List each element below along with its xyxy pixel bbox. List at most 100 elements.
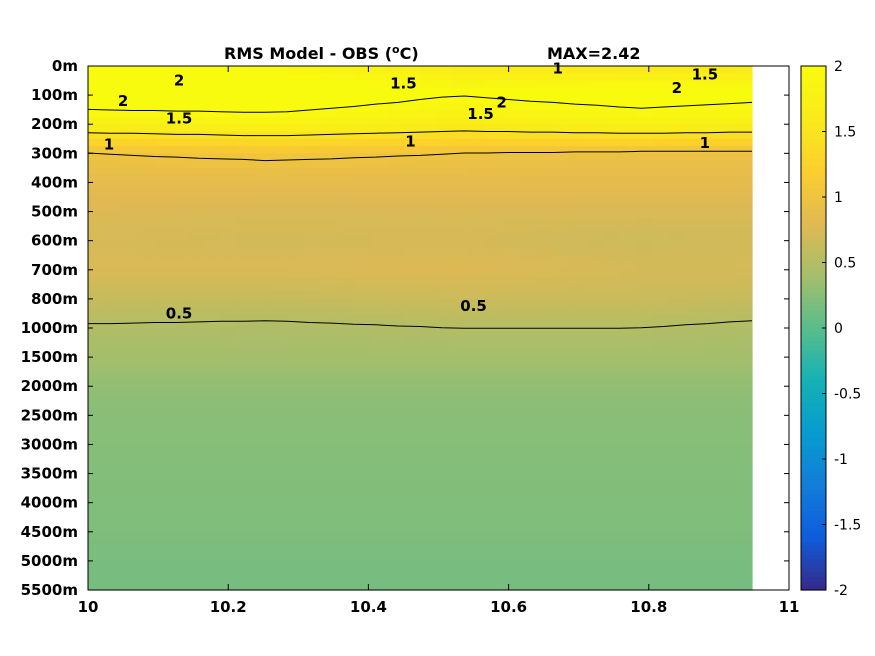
heatmap-cell (436, 575, 454, 584)
heatmap-cell (503, 218, 521, 227)
heatmap-cell (320, 73, 338, 82)
heatmap-cell (586, 509, 604, 518)
colorbar-segment (801, 127, 826, 133)
heatmap-cell (237, 138, 255, 147)
heatmap-cell (669, 378, 687, 387)
heatmap-cell (420, 277, 438, 285)
heatmap-cell (702, 429, 720, 438)
heatmap-cell (303, 524, 321, 533)
heatmap-cell (187, 459, 205, 467)
heatmap-cell (552, 233, 570, 242)
heatmap-cell (619, 87, 637, 96)
heatmap-cell (121, 408, 139, 416)
heatmap-cell (270, 80, 288, 89)
heatmap-cell (337, 328, 355, 336)
heatmap-cell (702, 349, 720, 358)
heatmap-cell (370, 277, 388, 285)
heatmap-cell (370, 291, 388, 300)
heatmap-cell (220, 473, 238, 482)
heatmap-cell (154, 131, 172, 140)
y-tick-label: 600m (31, 232, 78, 250)
heatmap-cell (453, 153, 471, 162)
heatmap-cell (586, 87, 604, 96)
heatmap-cell (137, 313, 155, 322)
heatmap-cell (685, 415, 703, 424)
colorbar-tick-label: -1.5 (834, 518, 861, 534)
heatmap-cell (503, 328, 521, 336)
heatmap-cell (303, 568, 321, 577)
heatmap-cell (536, 182, 554, 191)
colorbar-segment (801, 210, 826, 216)
heatmap-cell (436, 255, 454, 264)
heatmap-cell (652, 233, 670, 242)
heatmap-cell (718, 109, 736, 118)
heatmap-cell (337, 66, 355, 74)
heatmap-cell (220, 102, 238, 111)
heatmap-cell (386, 313, 404, 322)
heatmap-cell (635, 131, 653, 140)
heatmap-cell (370, 393, 388, 402)
heatmap-cell (287, 226, 305, 234)
heatmap-cell (569, 582, 587, 591)
heatmap-cell (503, 284, 521, 293)
heatmap-cell (187, 320, 205, 329)
heatmap-cell (536, 393, 554, 402)
heatmap-cell (287, 306, 305, 315)
y-tick-label: 400m (31, 173, 78, 191)
heatmap-cell (735, 102, 753, 111)
heatmap-cell (420, 284, 438, 293)
heatmap-cell (370, 298, 388, 307)
heatmap-cell (420, 560, 438, 569)
heatmap-cell (353, 393, 371, 402)
heatmap-cell (403, 211, 421, 220)
heatmap-cell (486, 364, 504, 373)
heatmap-cell (88, 408, 106, 416)
heatmap-cell (569, 175, 587, 184)
heatmap-cell (552, 211, 570, 220)
heatmap-cell (669, 459, 687, 467)
heatmap-cell (420, 400, 438, 409)
heatmap-cell (254, 531, 272, 540)
heatmap-cell (552, 116, 570, 125)
heatmap-cell (702, 480, 720, 489)
heatmap-cell (669, 197, 687, 205)
heatmap-cell (104, 502, 122, 511)
heatmap-cell (154, 160, 172, 169)
heatmap-cell (303, 175, 321, 184)
heatmap-cell (303, 189, 321, 198)
heatmap-cell (254, 524, 272, 533)
colorbar-segment (801, 197, 826, 202)
heatmap-cell (237, 291, 255, 300)
heatmap-cell (453, 247, 471, 256)
heatmap-cell (486, 422, 504, 431)
heatmap-cell (652, 73, 670, 82)
heatmap-cell (303, 422, 321, 431)
colorbar-tick-label: 1.5 (834, 125, 856, 141)
heatmap-cell (254, 146, 272, 154)
heatmap-cell (353, 429, 371, 438)
heatmap-cell (602, 517, 620, 526)
heatmap-cell (237, 284, 255, 293)
heatmap-cell (569, 226, 587, 234)
heatmap-cell (685, 226, 703, 234)
heatmap-cell (320, 386, 338, 395)
heatmap-cell (735, 386, 753, 395)
heatmap-cell (586, 473, 604, 482)
heatmap-cell (187, 291, 205, 300)
heatmap-cell (353, 175, 371, 184)
heatmap-cell (486, 313, 504, 322)
heatmap-cell (320, 167, 338, 176)
heatmap-cell (735, 364, 753, 373)
heatmap-cell (652, 226, 670, 234)
heatmap-cell (536, 459, 554, 467)
heatmap-cell (718, 466, 736, 475)
heatmap-cell (569, 473, 587, 482)
heatmap-cell (602, 269, 620, 278)
heatmap-cell (370, 102, 388, 111)
heatmap-cell (569, 393, 587, 402)
heatmap-cell (552, 466, 570, 475)
heatmap-cell (552, 517, 570, 526)
heatmap-cell (702, 539, 720, 547)
heatmap-cell (619, 371, 637, 380)
heatmap-cell (353, 226, 371, 234)
